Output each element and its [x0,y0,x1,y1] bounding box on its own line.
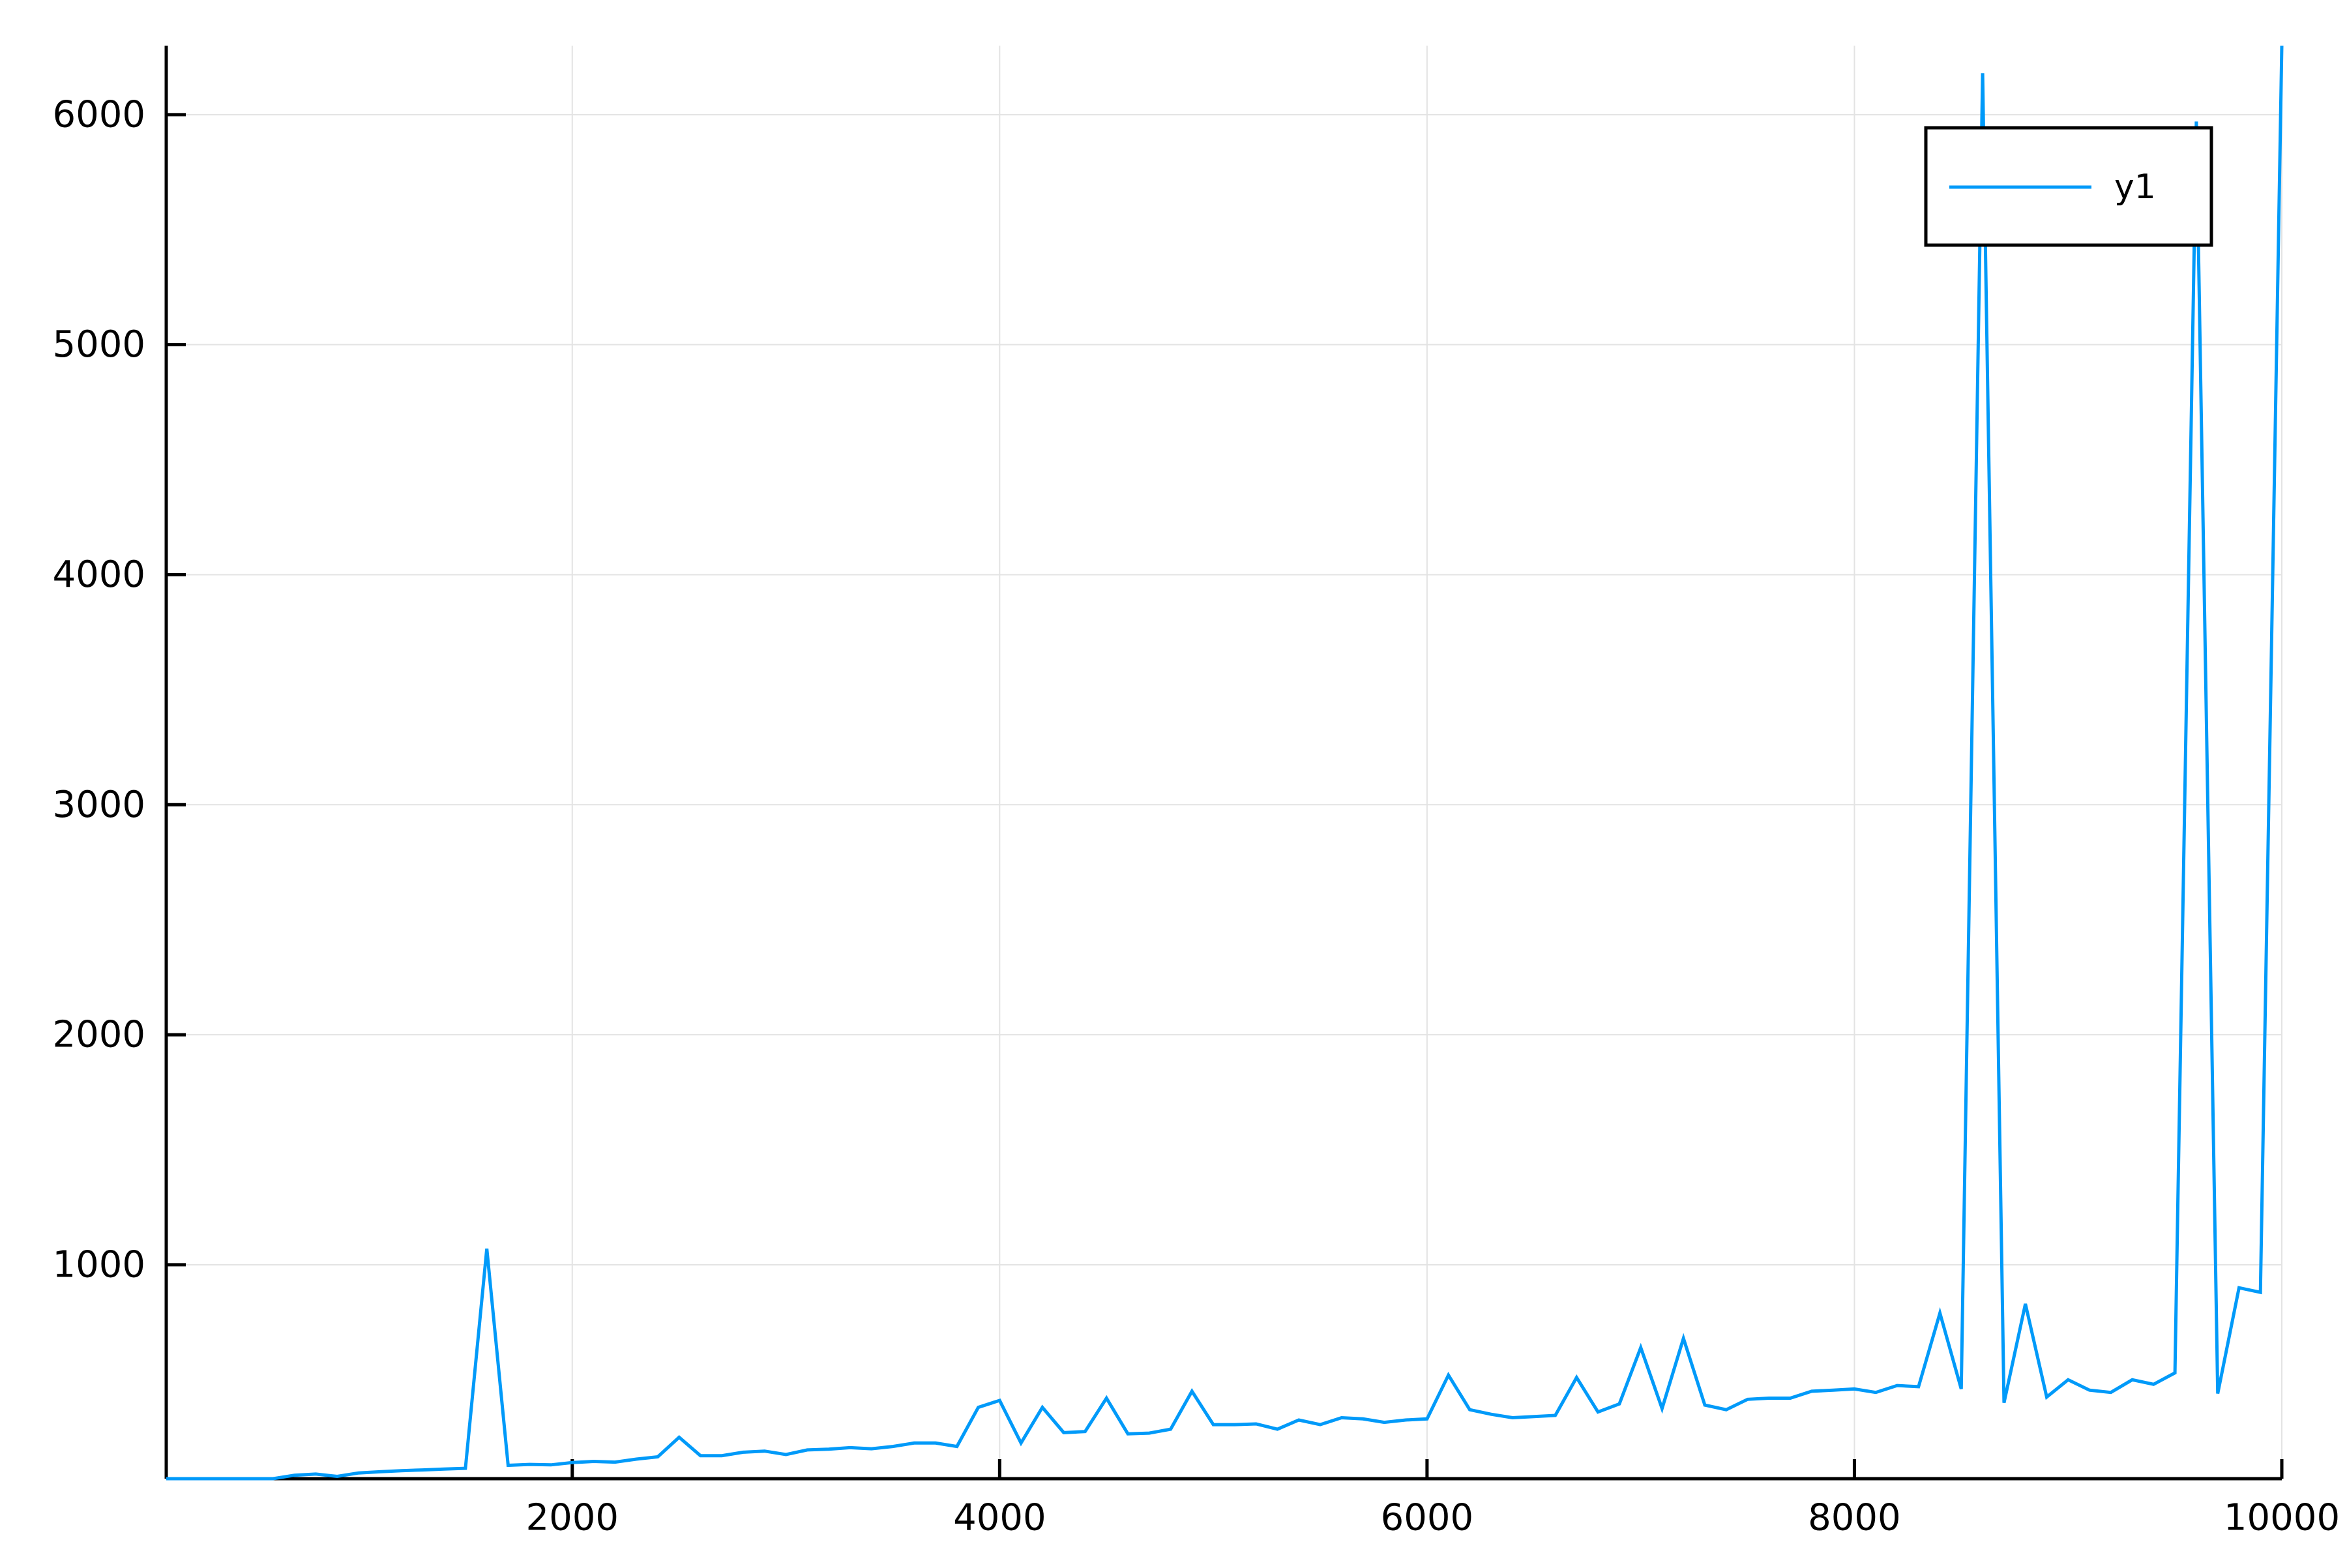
x-tick-label: 4000 [953,1497,1046,1539]
legend: y1 [1924,126,2213,247]
y-tick-label: 4000 [52,554,145,596]
y-tick-label: 5000 [52,323,145,366]
x-tick-label: 8000 [1808,1497,1901,1539]
x-tick-label: 6000 [1381,1497,1474,1539]
series-line-y1 [166,45,2284,1481]
series [166,45,2284,1481]
grid [166,46,2282,1479]
tick-labels: 2000 4000 6000 8000 10000 1000 2000 3000 4000 500… [52,93,2340,1539]
y-tick-label: 3000 [52,784,145,826]
legend-label-y1: y1 [2114,168,2156,207]
y-tick-label: 1000 [52,1243,145,1286]
x-tick-label: 2000 [526,1497,619,1539]
y-tick-label: 2000 [52,1014,145,1056]
x-tick-label: 10000 [2224,1497,2340,1539]
y-tick-label: 6000 [52,93,145,136]
